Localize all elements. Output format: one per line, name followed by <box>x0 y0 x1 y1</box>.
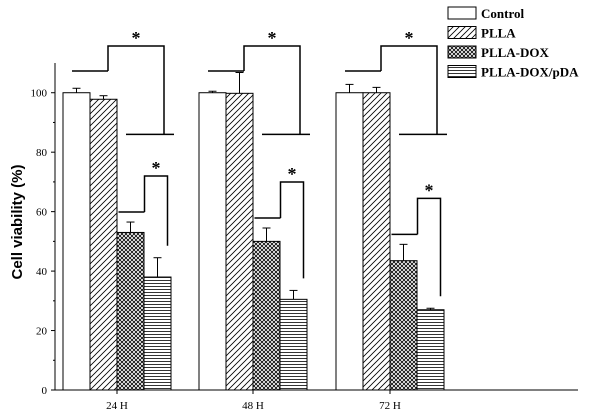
bar <box>225 92 254 391</box>
bar <box>416 309 445 391</box>
y-tick-label: 20 <box>36 326 48 338</box>
legend-swatch <box>447 65 477 78</box>
bars <box>62 92 445 391</box>
legend-label: Control <box>481 6 524 21</box>
bar <box>62 92 91 391</box>
y-axis-label: Cell viability (%) <box>9 164 26 279</box>
y-tick-label: 80 <box>36 147 48 159</box>
bracket-main <box>243 45 301 135</box>
significance-star: * <box>132 28 141 48</box>
legend-swatch <box>447 6 477 20</box>
x-tick-label: 48 H <box>242 400 264 412</box>
significance-star: * <box>405 28 414 48</box>
bar <box>389 260 418 391</box>
bar <box>279 298 308 391</box>
bar <box>143 276 172 391</box>
significance-star: * <box>152 158 161 178</box>
bracket-small <box>143 175 169 246</box>
legend-label: PLLA <box>481 26 516 41</box>
bar <box>198 92 227 391</box>
bar <box>335 92 364 391</box>
x-tick-label: 72 H <box>379 400 401 412</box>
bracket-small <box>416 197 442 297</box>
bar <box>89 98 118 391</box>
bracket-small <box>279 181 305 279</box>
legend-label: PLLA-DOX/pDA <box>481 65 579 80</box>
y-tick-label: 60 <box>36 207 48 219</box>
bracket-main <box>107 45 165 135</box>
y-tick-label: 100 <box>31 88 48 100</box>
significance-star: * <box>288 164 297 184</box>
legend: Control PLLA PLLA-DOX PLLA-DOX/pDA <box>447 6 579 80</box>
bar <box>116 231 145 391</box>
bar <box>362 92 391 391</box>
error-bars <box>72 72 435 310</box>
bar <box>252 240 281 391</box>
x-tick-label: 24 H <box>106 400 128 412</box>
legend-label: PLLA-DOX <box>481 45 550 60</box>
y-tick-label: 0 <box>42 385 48 397</box>
significance-star: * <box>425 180 434 200</box>
legend-swatch <box>447 45 477 59</box>
legend-swatch <box>447 26 477 39</box>
significance-star: * <box>268 28 277 48</box>
y-tick-label: 40 <box>36 266 48 278</box>
significance-brackets: * * * * * * <box>72 28 447 297</box>
bracket-main <box>380 45 438 135</box>
